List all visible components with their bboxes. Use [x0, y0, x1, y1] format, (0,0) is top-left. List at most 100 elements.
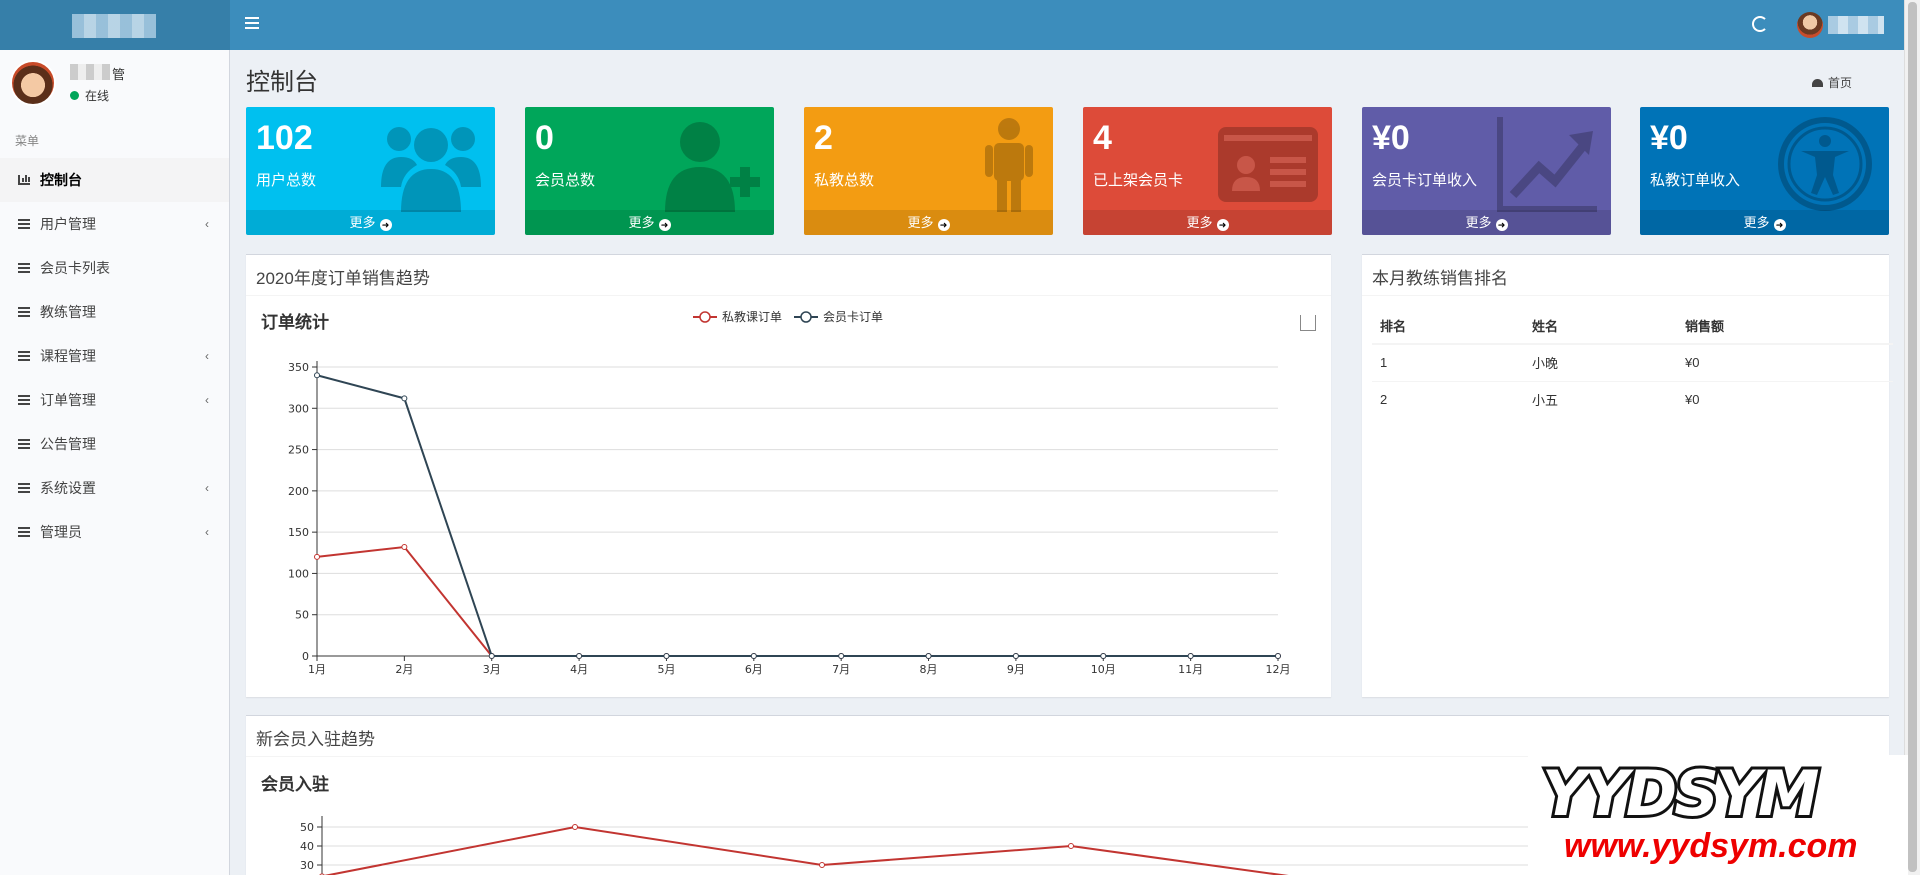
logo[interactable]	[0, 0, 230, 50]
avatar[interactable]	[1797, 12, 1823, 38]
x-tick-label: 11月	[1178, 663, 1203, 676]
more-label: 更多	[907, 215, 934, 230]
chevron-left-icon: ‹	[205, 481, 209, 495]
sidebar-item-label: 用户管理	[40, 216, 96, 232]
more-info-link[interactable]: 更多 ➜	[1362, 210, 1611, 235]
sidebar: 管 在线 菜单 控制台 用户管理 ‹ 会员卡列表 教练管理 课程管理 ‹ 订单管…	[0, 50, 230, 875]
legend-label: 私教课订单	[722, 309, 782, 324]
arrow-circle-right-icon: ➜	[937, 219, 950, 231]
series-line	[323, 825, 1289, 875]
stat-box-coach-income: ¥0 私教订单收入 更多 ➜	[1640, 107, 1889, 235]
universal-access-icon	[1778, 117, 1872, 211]
table-cell: ¥0	[1677, 380, 1893, 418]
x-tick-label: 7月	[832, 663, 850, 676]
arrow-circle-right-icon: ➜	[1773, 219, 1786, 231]
legend-marker	[699, 311, 711, 323]
sidebar-item-coaches[interactable]: 教练管理	[0, 290, 229, 334]
data-point	[663, 653, 670, 659]
column-header: 销售额	[1677, 307, 1893, 345]
sidebar-item-member-cards[interactable]: 会员卡列表	[0, 246, 229, 290]
box-title: 本月教练销售排名	[1372, 269, 1508, 288]
logo-text-blurred	[72, 14, 156, 38]
chart-title: 会员入驻	[261, 775, 329, 794]
x-tick-label: 12月	[1266, 663, 1291, 676]
more-label: 更多	[349, 215, 376, 230]
data-point	[572, 824, 578, 830]
sidebar-item-announcements[interactable]: 公告管理	[0, 422, 229, 466]
box-title: 2020年度订单销售趋势	[256, 269, 430, 288]
sidebar-item-settings[interactable]: 系统设置 ‹	[0, 466, 229, 510]
sidebar-item-orders[interactable]: 订单管理 ‹	[0, 378, 229, 422]
table-header-row: 排名 姓名 销售额	[1372, 307, 1893, 345]
download-icon[interactable]	[1300, 315, 1316, 331]
male-icon	[985, 118, 1033, 212]
status-text: 在线	[85, 89, 110, 103]
column-header: 排名	[1372, 307, 1524, 345]
more-label: 更多	[1743, 215, 1770, 230]
chevron-left-icon: ‹	[205, 525, 209, 539]
x-tick-label: 3月	[483, 663, 501, 676]
refresh-icon[interactable]	[1752, 16, 1768, 32]
y-tick-label: 50	[300, 821, 314, 834]
stat-label: 会员总数	[535, 172, 596, 189]
data-point	[1275, 653, 1281, 659]
more-label: 更多	[1186, 215, 1213, 230]
x-tick-label: 2月	[395, 663, 413, 676]
breadcrumb-home[interactable]: 首页	[1828, 76, 1853, 90]
arrow-circle-right-icon: ➜	[1216, 219, 1229, 231]
stat-value: 102	[256, 119, 313, 157]
stat-box-users: 102 用户总数 更多 ➜	[246, 107, 495, 235]
stat-box-cards: 4 已上架会员卡 更多 ➜	[1083, 107, 1332, 235]
sidebar-item-admins[interactable]: 管理员 ‹	[0, 510, 229, 554]
menu-toggle-icon[interactable]	[245, 17, 259, 29]
more-info-link[interactable]: 更多 ➜	[246, 210, 495, 235]
sales-trend-box: 2020年度订单销售趋势 订单统计 0 50 100 150 200 250 300 350 1…	[246, 254, 1331, 697]
sidebar-item-label: 订单管理	[40, 392, 96, 408]
x-tick-label: 4月	[570, 663, 588, 676]
more-info-link[interactable]: 更多 ➜	[525, 210, 774, 235]
y-tick-label: 250	[288, 444, 309, 457]
table-row: 2 小五 ¥0	[1372, 380, 1893, 418]
more-info-link[interactable]: 更多 ➜	[1640, 210, 1889, 235]
scrollbar[interactable]	[1904, 0, 1920, 875]
column-header: 姓名	[1524, 307, 1677, 345]
table-row: 1 小晚 ¥0	[1372, 343, 1893, 381]
y-tick-label: 150	[288, 526, 309, 539]
data-point	[1012, 653, 1019, 659]
sidebar-item-label: 管理员	[40, 524, 82, 540]
sidebar-item-label: 控制台	[40, 172, 82, 188]
bars-icon	[18, 219, 30, 229]
data-point	[1100, 653, 1107, 659]
stat-label: 会员卡订单收入	[1372, 172, 1478, 189]
x-tick-label: 10月	[1091, 663, 1116, 676]
user-name: 管	[112, 67, 126, 82]
users-icon	[381, 127, 481, 212]
data-point	[1068, 843, 1074, 849]
arrow-circle-right-icon: ➜	[379, 219, 392, 231]
more-info-link[interactable]: 更多 ➜	[804, 210, 1053, 235]
y-tick-label: 350	[288, 361, 309, 374]
sidebar-item-label: 系统设置	[40, 480, 96, 496]
data-point	[576, 653, 583, 659]
y-tick-label: 0	[302, 650, 309, 663]
legend-marker	[800, 311, 812, 323]
sidebar-item-courses[interactable]: 课程管理 ‹	[0, 334, 229, 378]
stat-label: 用户总数	[256, 172, 317, 189]
line-chart-icon	[1497, 117, 1597, 212]
table-cell: 1	[1372, 343, 1524, 381]
ranking-table: 排名 姓名 销售额 1 小晚 ¥0 2 小五 ¥0	[1372, 307, 1893, 418]
data-point	[401, 395, 408, 402]
breadcrumb[interactable]: 首页	[1812, 74, 1852, 91]
bars-icon	[18, 351, 30, 361]
sidebar-item-dashboard[interactable]: 控制台	[0, 158, 229, 202]
sidebar-item-users[interactable]: 用户管理 ‹	[0, 202, 229, 246]
stat-value: 2	[814, 119, 833, 157]
scrollbar-thumb[interactable]	[1908, 2, 1917, 872]
stat-box-card-income: ¥0 会员卡订单收入 更多 ➜	[1362, 107, 1611, 235]
bars-icon	[18, 483, 30, 493]
user-name-blurred[interactable]	[1828, 16, 1884, 34]
more-info-link[interactable]: 更多 ➜	[1083, 210, 1332, 235]
menu-header: 菜单	[15, 134, 40, 148]
x-tick-label: 5月	[657, 663, 675, 676]
sidebar-item-label: 公告管理	[40, 436, 96, 452]
